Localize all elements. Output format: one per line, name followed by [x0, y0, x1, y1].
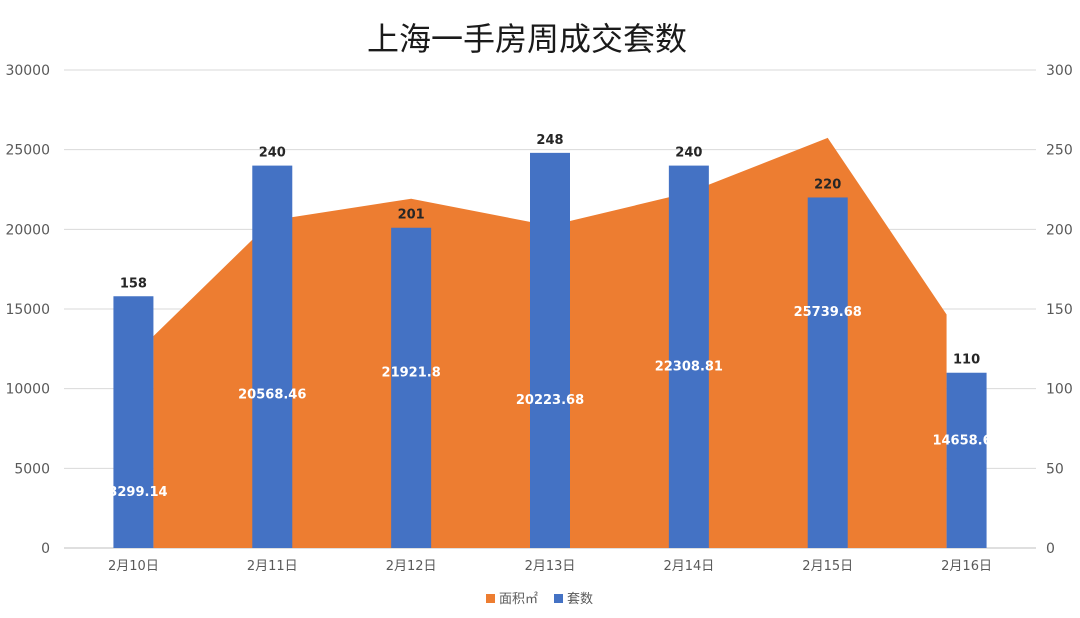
bar	[113, 296, 154, 548]
legend-swatch-area	[486, 594, 495, 603]
y-left-tick-label: 25000	[5, 143, 50, 159]
area-value-label: 13299.14	[99, 485, 167, 500]
y-right-tick-label: 250	[1046, 143, 1073, 159]
y-right-tick-label: 100	[1046, 382, 1073, 398]
bar	[807, 197, 848, 548]
bar-series	[113, 152, 987, 549]
bar	[946, 372, 987, 548]
y-left-tick-label: 10000	[5, 382, 50, 398]
x-tick-label: 2月12日	[386, 559, 437, 574]
x-tick-label: 2月10日	[108, 559, 159, 574]
bar	[530, 152, 570, 548]
area-value-label: 22308.81	[655, 360, 723, 375]
y-left-tick-label: 30000	[5, 63, 50, 79]
legend: 面积㎡ 套数	[486, 591, 593, 607]
x-tick-label: 2月13日	[525, 559, 576, 574]
bar-value-label: 248	[536, 133, 563, 148]
chart-title: 上海一手房周成交套数	[367, 20, 687, 58]
y-right-tick-label: 50	[1046, 461, 1064, 477]
bar	[252, 165, 293, 548]
x-tick-label: 2月11日	[247, 559, 298, 574]
y-left-tick-label: 15000	[5, 302, 50, 318]
bar-value-label: 110	[953, 353, 980, 368]
x-tick-label: 2月15日	[802, 559, 853, 574]
area-value-label: 25739.68	[794, 305, 862, 320]
area-value-label: 20568.46	[238, 387, 306, 402]
legend-label-area: 面积㎡	[499, 592, 538, 607]
x-tick-label: 2月16日	[941, 559, 992, 574]
legend-swatch-bar	[554, 594, 563, 603]
bar-value-label: 201	[398, 208, 425, 223]
legend-label-bar: 套数	[567, 591, 593, 607]
data-labels: 158 13299.14 240 20568.46 201 21921.8 248 20223…	[99, 133, 1000, 500]
y-right-tick-label: 150	[1046, 302, 1073, 318]
area-value-label: 20223.68	[516, 393, 584, 408]
axes: 0 0 5000 50 10000 100 15000 150 20000 200 25000 250…	[5, 63, 1072, 574]
bar	[391, 227, 432, 549]
y-right-tick-label: 300	[1046, 63, 1073, 79]
y-right-tick-label: 0	[1046, 541, 1055, 557]
bar-value-label: 158	[120, 276, 147, 291]
y-left-tick-label: 0	[41, 541, 50, 557]
x-tick-label: 2月14日	[663, 559, 714, 574]
area-value-label: 14658.63	[932, 433, 1000, 448]
bar	[668, 165, 709, 548]
y-left-tick-label: 20000	[5, 222, 50, 238]
bar-value-label: 220	[814, 177, 841, 192]
bar-value-label: 240	[259, 146, 286, 161]
y-left-tick-label: 5000	[14, 461, 50, 477]
y-right-tick-label: 200	[1046, 222, 1073, 238]
area-value-label: 21921.8	[382, 366, 441, 381]
bar-value-label: 240	[675, 146, 702, 161]
